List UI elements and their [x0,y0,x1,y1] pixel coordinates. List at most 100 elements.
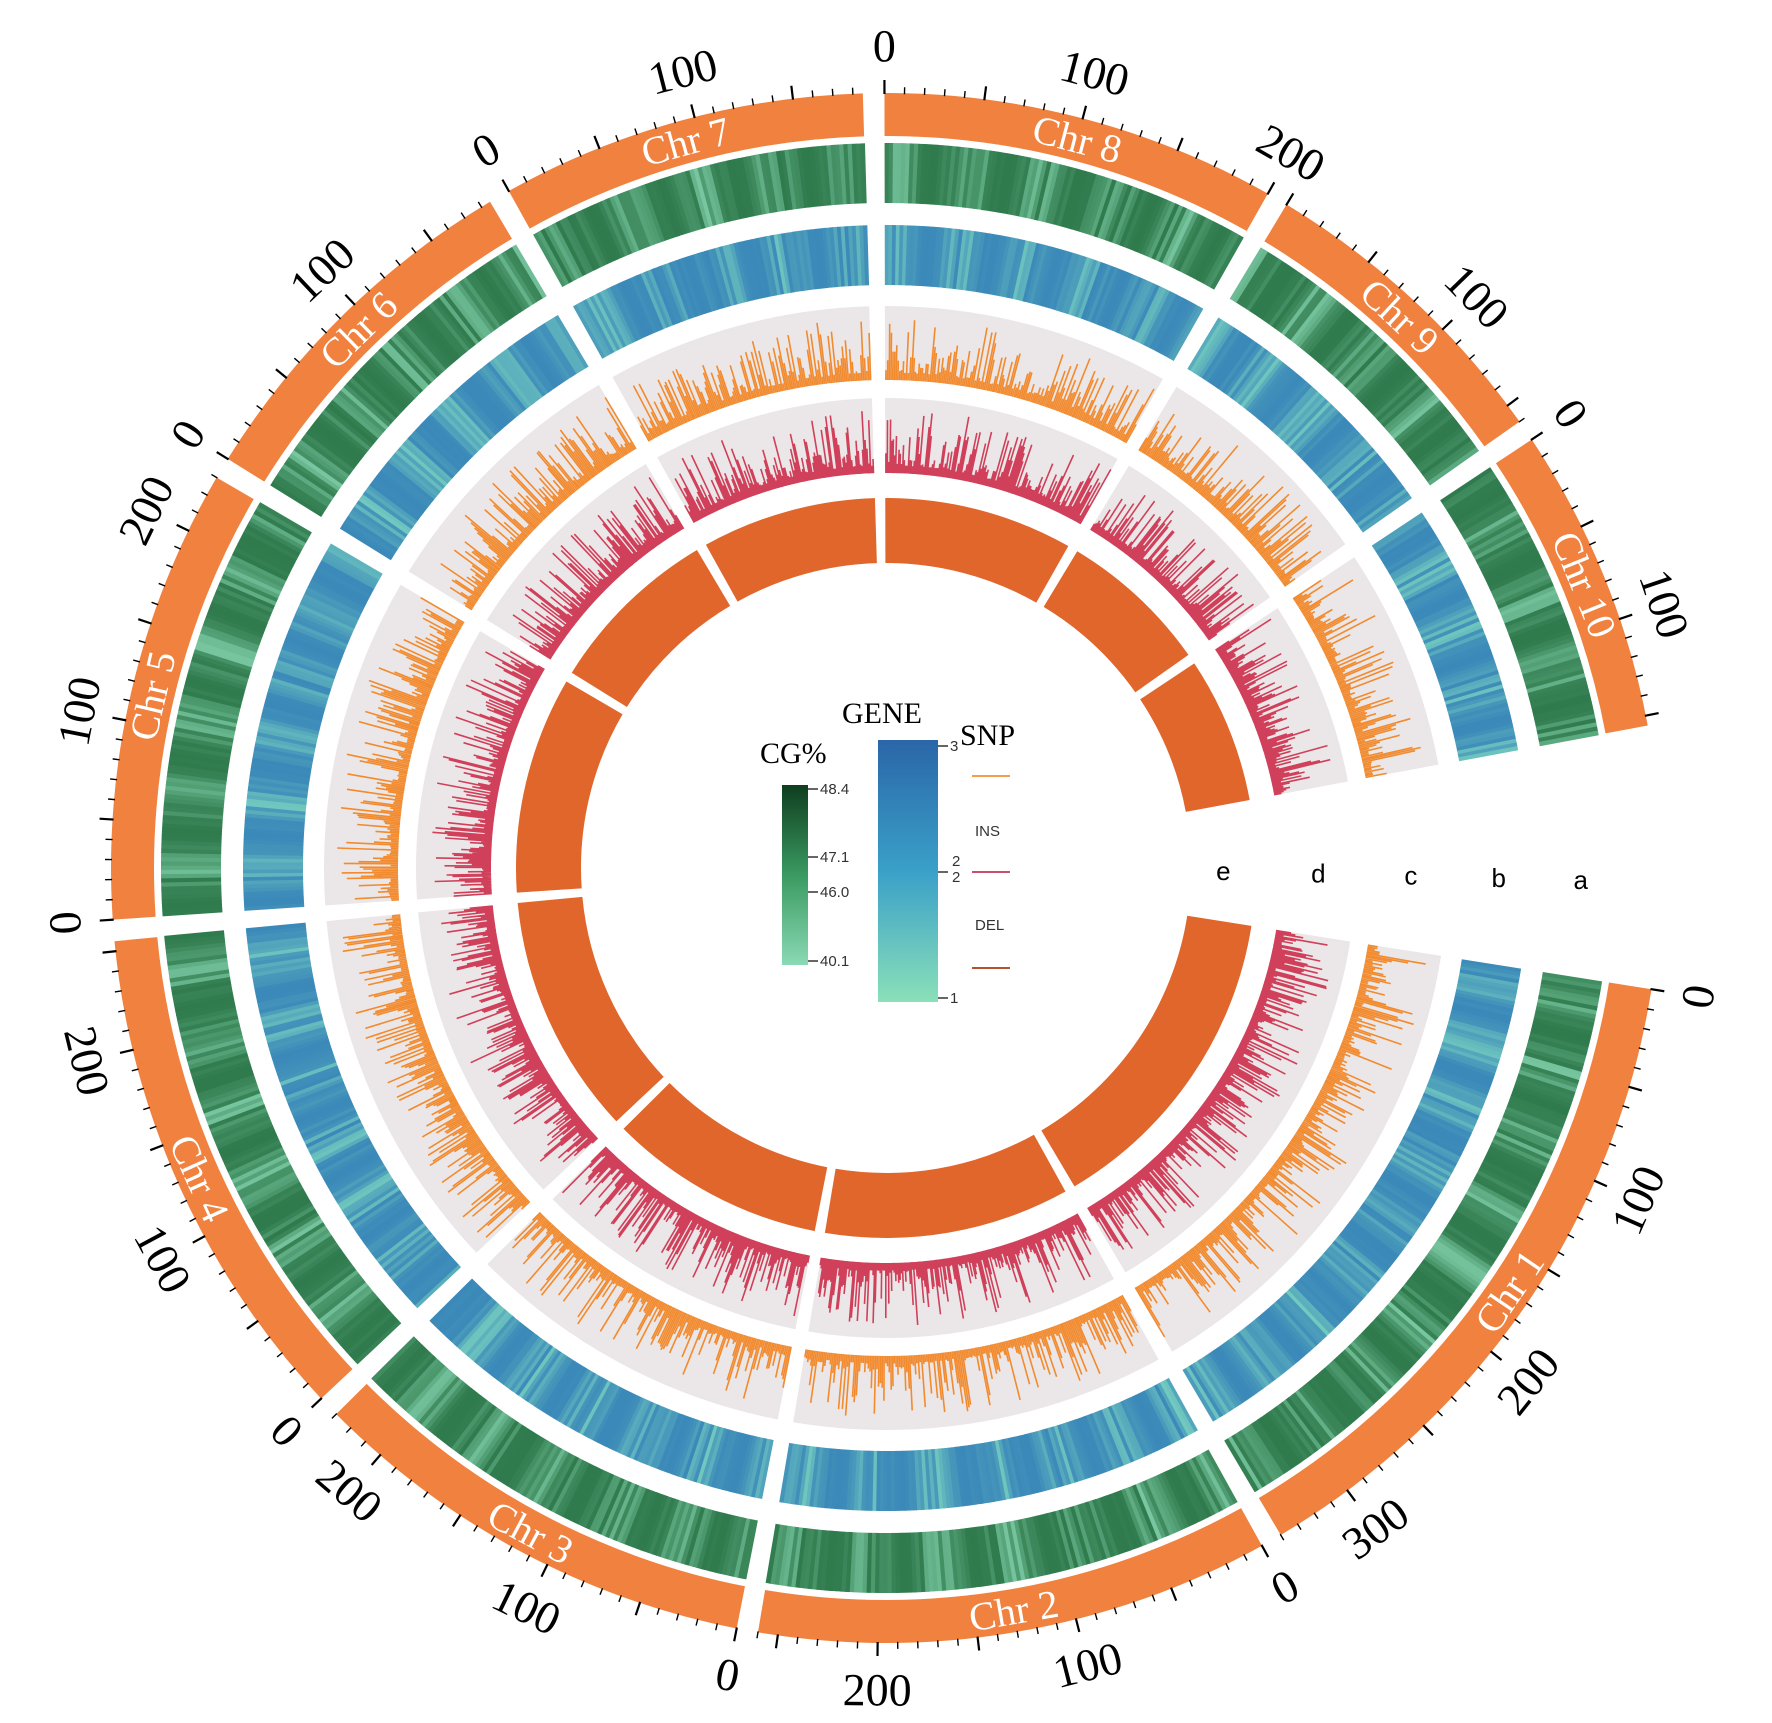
chromosome-band [1264,204,1520,447]
track-c-snp [1292,557,1439,779]
axis-tick-label: 0 [873,20,896,71]
chromosome-band [757,1508,1262,1643]
track-d-ins [416,631,545,900]
chromosome-5: Chr 5 [111,477,623,920]
track-a-cg [533,143,867,288]
axis-tick-label: 300 [1333,1487,1419,1569]
track-c-snp [793,1294,1159,1431]
axis-tick-label: 200 [307,1449,393,1533]
legend-gene-tick: 3 [950,738,958,755]
axis-tick-label: 100 [1048,1632,1127,1698]
chromosome-band [1495,439,1648,734]
legend-ins-label: INS [975,823,1000,840]
legend-gene-title: GENE [842,697,922,730]
track-a-cg [371,1336,758,1580]
track-c-snp [487,1211,792,1420]
axis-tick-label: 100 [1629,563,1699,645]
track-label: d [1311,858,1325,888]
legend-cg-tick: 46.0 [820,884,849,901]
track-e-del [885,498,1069,603]
axis-tick-label: 100 [643,38,722,104]
track-a-cg [1440,467,1599,747]
track-e-del [1043,551,1189,693]
track-b-gene [1371,512,1519,762]
chromosome-4: Chr 4 [114,896,664,1399]
legend-cg-tick: 48.4 [820,781,849,798]
track-b-gene [339,314,589,561]
track-b-gene [884,224,1204,361]
legend-gene-tick: 2 [952,869,960,886]
chromosome-1: Chr 1 [1041,915,1652,1535]
track-c-snp [324,584,465,906]
track-d-ins [552,1146,810,1330]
track-d-ins [808,1213,1114,1338]
axis-tick-label: 100 [279,228,364,312]
track-b-gene [779,1377,1198,1511]
track-c-snp [1134,944,1442,1352]
track-e-del [1140,663,1250,812]
legend-cg-title: CG% [760,737,827,770]
legend-snp-label: SNP [960,719,1015,752]
track-label: e [1216,856,1230,886]
track-d-ins [1087,929,1351,1273]
axis-tick-label: 100 [484,1569,568,1645]
track-c-snp [612,306,872,442]
legend: CG% 48.4 47.1 46.0 40.1 GENE 3 2 2 1 SNP… [760,697,1015,1007]
axis-tick-label: 200 [1487,1338,1570,1424]
chromosome-6: Chr 6 [227,201,731,708]
track-a-cg [765,1449,1238,1593]
chromosome-band [227,201,512,482]
axis-tick-label: 200 [842,1664,912,1716]
track-b-gene [1187,317,1412,533]
axis-tick-label: 200 [108,468,184,552]
legend-gene-colorbar [878,740,938,1002]
axis-tick-label: 0 [1262,1559,1307,1615]
track-e-del [623,1082,828,1232]
legend-gene-tick: 1 [950,990,958,1007]
track-e-del [517,896,664,1122]
track-a-cg [1224,972,1603,1493]
chromosome-3: Chr 3 [336,1082,828,1629]
track-c-snp [326,914,531,1253]
track-label: b [1492,863,1506,893]
track-b-gene [429,1278,774,1499]
chromosome-10: Chr 10 [1140,439,1648,812]
axis-tick-label: 0 [40,910,92,936]
track-e-del [571,549,731,708]
track-b-gene [242,543,383,911]
track-d-ins [885,397,1118,525]
track-b-gene [245,922,462,1309]
axis-tick-label: 0 [463,122,508,178]
chromosome-2: Chr 2 [757,1134,1262,1643]
legend-gene-tick: 2 [952,853,960,870]
axis-tick-label: 0 [1543,390,1598,437]
legend-cg-tick: 47.1 [820,849,849,866]
chromosome-band [1258,982,1652,1535]
track-d-ins [1215,608,1348,796]
axis-tick-label: 200 [54,1021,120,1100]
axis-tick-label: 0 [260,1405,313,1457]
track-a-cg [270,244,547,517]
track-e-del [516,681,623,893]
axis-tick-label: 100 [1601,1158,1676,1242]
track-e-del [1041,915,1252,1187]
chromosome-8: Chr 8 [884,93,1268,603]
chromosome-band [508,93,865,229]
track-a-cg [1229,247,1480,486]
chromosome-7: Chr 7 [508,93,877,602]
axis-tick-label: 100 [47,672,110,749]
track-label: a [1574,865,1589,895]
track-b-gene [1182,959,1522,1422]
track-d-ins [1090,465,1271,641]
axis-tick-label: 100 [124,1216,202,1301]
chromosome-band [336,1383,745,1629]
axis-tick-label: 100 [1055,40,1135,107]
track-d-ins [418,905,599,1190]
legend-cg-colorbar [782,785,808,965]
track-c-snp [408,384,637,611]
axis-tick-label: 0 [160,411,215,457]
track-c-snp [884,305,1163,444]
legend-cg-tick: 40.1 [820,953,849,970]
